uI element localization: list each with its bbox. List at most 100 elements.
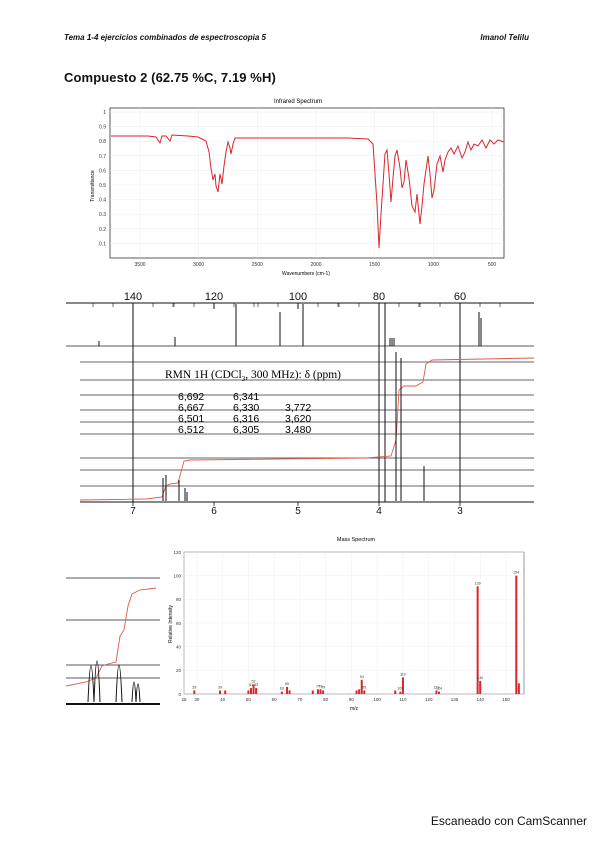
h1-peaks: [162, 352, 425, 501]
ir-y-tick-label: 0.7: [99, 154, 106, 160]
ms-peak-label: 123: [433, 685, 439, 689]
ms-x-tick-label: 50: [246, 697, 252, 702]
ms-x-tick-label: 30: [194, 697, 200, 702]
inset-peaks: [87, 660, 141, 703]
ms-x-tick-label: 150: [502, 697, 510, 702]
nmr-spectra: 140 120 100 80 60: [66, 291, 534, 516]
ms-bar: [363, 690, 366, 694]
ir-y-ticks: 1 0.9 0.8 0.7 0.6 0.5 0.4 0.3 0.2 0.1: [99, 110, 106, 247]
ms-x-tick-label: 120: [425, 697, 433, 702]
ms-bar: [280, 691, 283, 694]
ir-y-tick-label: 0.5: [99, 183, 106, 189]
ms-bar: [247, 690, 250, 694]
ir-x-tick-label: 3000: [193, 262, 204, 268]
ms-peak-label: 139: [475, 581, 481, 585]
h1-tick-label: 7: [130, 506, 136, 516]
h1-shift: 6,692: [178, 391, 204, 403]
h1-integral-curve: [79, 357, 534, 501]
ms-y-label: Relative Intensity: [168, 604, 174, 643]
ms-peak-label: 63: [280, 687, 284, 691]
ms-peak-label: 94: [360, 675, 364, 679]
ms-bar: [311, 690, 314, 694]
ms-x-label: m/z: [350, 706, 359, 712]
ms-bar: [252, 684, 255, 694]
ms-peak-label: 51: [249, 683, 253, 687]
ir-y-tick-label: 0.3: [99, 212, 106, 218]
c13-tick-label: 140: [124, 291, 142, 303]
ir-x-ticks: 3500 3000 2500 2000 1500 1000 500: [134, 262, 496, 268]
ms-grid: [183, 551, 524, 695]
ir-y-tick-label: 0.8: [99, 139, 106, 145]
ir-y-tick-label: 0.2: [99, 227, 106, 233]
ms-bar: [360, 679, 363, 694]
ms-peak-label: 124: [436, 687, 442, 691]
c13-ticks: 140 120 100 80 60: [92, 291, 501, 309]
ms-bar: [479, 680, 482, 694]
ir-grid: [110, 108, 504, 258]
ms-x-tick-label: 130: [451, 697, 459, 702]
ir-x-tick-label: 1000: [428, 262, 439, 268]
ms-bar: [358, 689, 361, 694]
ir-y-tick-label: 1: [103, 110, 106, 116]
ms-y-tick-label: 100: [173, 573, 181, 578]
compound-title: Compuesto 2 (62.75 %C, 7.19 %H): [64, 70, 276, 85]
ir-y-tick-label: 0.1: [99, 241, 106, 247]
ir-x-tick-label: 2500: [252, 262, 263, 268]
inset-peak: [131, 681, 137, 703]
ms-peak-label: 53: [254, 683, 258, 687]
inset-peak: [115, 664, 123, 703]
ms-bar: [355, 690, 358, 694]
ms-bar: [286, 686, 289, 694]
ms-peak-label: 52: [252, 680, 256, 684]
ir-y-label: Transmittance: [90, 170, 96, 202]
ms-bar: [249, 688, 252, 694]
h1-shift-table: 6,692 6,667 6,501 6,512 6,341 6,330 6,31…: [178, 391, 311, 436]
ms-bar: [401, 677, 404, 694]
ms-bar: [399, 691, 402, 694]
ms-bar: [517, 683, 520, 694]
ms-x-tick-label: 40: [220, 697, 226, 702]
h1-shift: 6,330: [233, 402, 259, 414]
ir-x-tick-label: 3500: [134, 262, 145, 268]
header-author: Imanol Telilu: [480, 33, 529, 42]
ms-y-tick-label: 120: [173, 550, 181, 555]
ms-peak-label: 65: [285, 682, 289, 686]
ms-bar: [255, 688, 258, 694]
ms-bar: [476, 586, 479, 694]
ms-x-tick-label: 60: [272, 697, 278, 702]
ms-x-tick-label: 90: [349, 697, 355, 702]
ir-spectrum-line: [111, 134, 505, 249]
c13-tick-label: 60: [454, 291, 466, 303]
h1-title-pre: RMN 1H (CDCl: [165, 369, 242, 381]
ms-x-tick-label: 25: [181, 697, 187, 702]
ms-bar: [319, 689, 322, 694]
ms-peak-label: 77: [316, 684, 320, 688]
ms-peak-label: 109: [397, 687, 403, 691]
h1-table-title: RMN 1H (CDCl3, 300 MHz): δ (ppm): [165, 369, 341, 383]
ir-plot-frame: [109, 107, 505, 259]
mass-spectrum: Mass Spectrum 120 100 80 60 40 20 0 25 30 40 50 60…: [168, 537, 525, 712]
ir-spectrum: Infrared Spectrum 1 0.9 0.8 0.7 0.6 0.5 0.4 0.3…: [90, 99, 505, 277]
h1-shift: 3,772: [285, 402, 311, 414]
header-course-title: Tema 1-4 ejercicios combinados de espect…: [64, 33, 267, 42]
h1-ticks: 7 6 5 4 3: [130, 502, 463, 516]
ms-x-tick-label: 70: [297, 697, 303, 702]
h1-tick-label: 3: [457, 506, 463, 516]
ms-bar: [322, 690, 325, 694]
ms-bar: [193, 690, 196, 694]
h1-shift: 3,480: [285, 424, 311, 436]
guide-lines: [132, 303, 461, 502]
ms-peak-label: 78: [319, 684, 323, 688]
ms-bar: [288, 690, 291, 694]
h1-shift: 6,316: [233, 413, 259, 425]
ms-peak-label: 110: [400, 672, 406, 676]
h1-tick-label: 4: [376, 506, 382, 516]
inset-peak: [135, 683, 141, 703]
ms-y-tick-label: 20: [176, 668, 182, 673]
h1-shift: 6,512: [178, 424, 204, 436]
ms-x-tick-label: 140: [476, 697, 484, 702]
ms-x-ticks: 25 30 40 50 60 70 80 90 100 110 120 130 140 150: [181, 697, 510, 702]
c13-peaks: [98, 304, 482, 346]
ms-bar: [515, 575, 518, 694]
ms-bar: [224, 690, 227, 694]
